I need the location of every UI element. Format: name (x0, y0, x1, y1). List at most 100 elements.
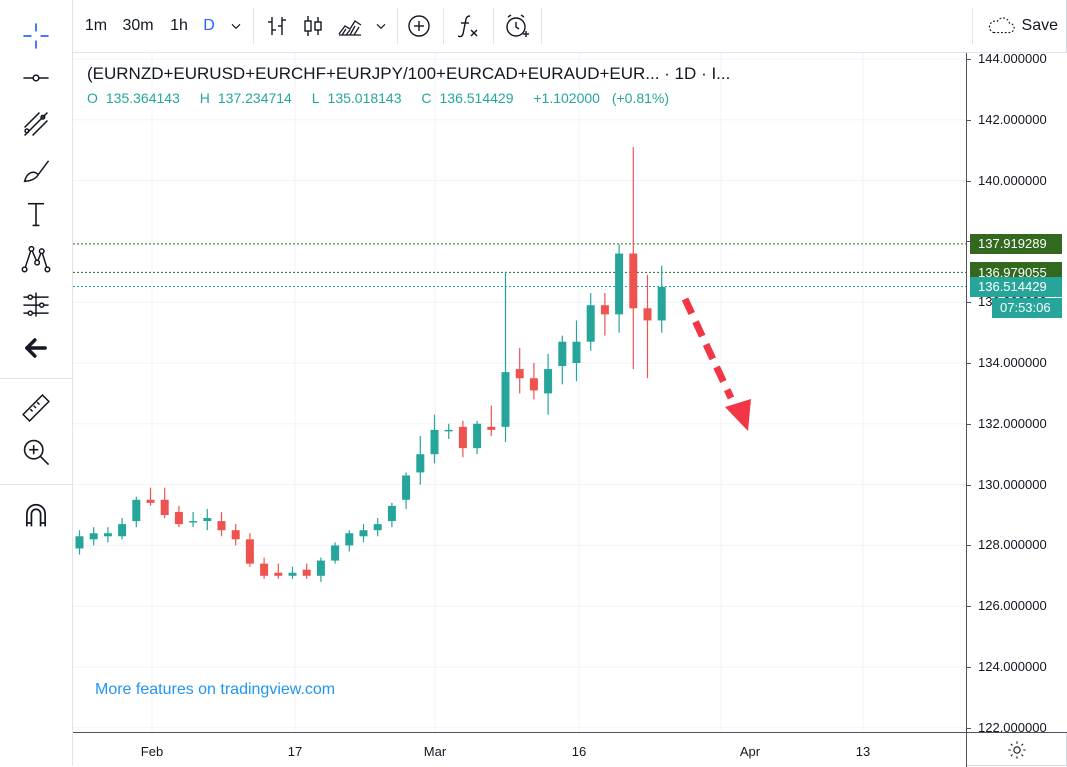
alert-button[interactable] (497, 0, 537, 52)
price-axis[interactable] (966, 53, 1067, 732)
legend-title[interactable]: (EURNZD+EURUSD+EURCHF+EURJPY/100+EURCAD+… (87, 64, 731, 83)
price-tick-mark (966, 119, 971, 121)
toolbar-divider (0, 484, 72, 485)
time-tick-label: Feb (140, 744, 164, 759)
price-tick-label: 132.000000 (978, 415, 1047, 431)
bars-icon (268, 17, 286, 35)
magnet-tool[interactable] (16, 497, 56, 533)
bar-chart-type-button[interactable] (259, 0, 295, 52)
zoom-in-tool[interactable] (16, 434, 56, 470)
chart-type-dropdown-button[interactable] (369, 0, 393, 52)
candle-body (118, 524, 127, 537)
hide-toolbar-button[interactable] (16, 330, 56, 366)
price-tick-mark (966, 59, 971, 60)
function-icon (457, 15, 478, 38)
area-chart-type-button[interactable] (331, 0, 369, 52)
interval-1m-button[interactable]: 1m (84, 17, 108, 34)
prediction-tool[interactable] (16, 286, 56, 322)
time-axis[interactable] (73, 732, 966, 767)
arrow-left-icon (25, 338, 47, 358)
candlestick-chart (73, 53, 966, 732)
candles-chart-type-button[interactable] (295, 0, 331, 52)
candle-body (416, 454, 425, 473)
candle-body (345, 533, 354, 546)
symbol-name: (EURNZD+EURUSD+EURCHF+EURJPY/100+EURCAD+… (87, 64, 660, 83)
candle-body (103, 533, 112, 537)
price-tick-label: 128.000000 (978, 537, 1047, 553)
brush-tool[interactable] (16, 152, 56, 188)
candle-body (515, 369, 524, 379)
interval-d-button[interactable]: D (203, 17, 215, 34)
candle-body (586, 305, 595, 342)
time-tick-label: Apr (739, 744, 761, 759)
price-tick-label: 142.000000 (978, 111, 1047, 127)
candle-body (331, 545, 340, 561)
toolbar-divider (972, 8, 973, 44)
chart-pane[interactable] (73, 53, 966, 732)
time-tick-label: 17 (287, 744, 303, 759)
pitchfork-tool[interactable] (16, 106, 56, 142)
magnet-icon (26, 503, 46, 527)
price-tick-label: 140.000000 (978, 172, 1047, 188)
forecast-arrowhead (725, 399, 751, 431)
price-tick-label: 124.000000 (978, 659, 1047, 674)
brush-icon (23, 160, 50, 183)
price-tick-mark (966, 423, 971, 425)
interval-30m-button[interactable]: 30m (122, 17, 154, 34)
candle-body (501, 372, 510, 427)
candle-body (75, 536, 84, 549)
price-tick-label: 134.000000 (978, 355, 1047, 370)
candle-body (316, 560, 325, 576)
pattern-tool[interactable] (16, 240, 56, 276)
change-value: +1.102000 (533, 90, 600, 106)
price-tick-mark (966, 727, 971, 729)
tradingview-link[interactable]: More features on tradingview.com (95, 681, 336, 698)
toolbar-divider (397, 8, 398, 44)
text-tool[interactable] (16, 196, 56, 232)
high-value: H 137.234714 (199, 90, 292, 106)
price-tick-mark (966, 545, 971, 547)
candle-body (558, 341, 567, 367)
candle-body (600, 305, 609, 315)
text-icon (28, 202, 44, 227)
crosshair-tool[interactable] (16, 18, 56, 54)
candle-body (643, 308, 652, 321)
trend-line-tool[interactable] (16, 60, 56, 96)
series-legend: (EURNZD+EURUSD+EURCHF+EURJPY/100+EURCAD+… (87, 64, 730, 106)
low-value: L 135.018143 (311, 90, 402, 106)
change-percent: (+0.81%) (611, 90, 670, 106)
price-tag-label: 137.919289 (970, 233, 1062, 254)
drawing-toolbar (0, 0, 73, 766)
measure-tool[interactable] (16, 390, 56, 426)
interval-1h-button[interactable]: 1h (170, 17, 188, 34)
price-tag-label: 136.514429 (970, 276, 1062, 297)
candle-body (260, 563, 269, 576)
price-tick-label: 130.000000 (978, 476, 1047, 492)
horizontal-line-icon (23, 74, 49, 82)
candle-body (473, 423, 482, 449)
candle-body (217, 521, 226, 531)
candle-body (430, 429, 439, 455)
candle-body (373, 524, 382, 531)
crosshair-icon (23, 23, 49, 49)
save-button[interactable]: Save (986, 0, 1058, 52)
pattern-icon (21, 245, 51, 273)
price-tick-mark (966, 484, 971, 486)
compare-button[interactable] (401, 0, 437, 52)
save-label: Save (1021, 17, 1058, 34)
chart-settings-button[interactable] (966, 732, 1067, 767)
candle-body (572, 341, 581, 363)
time-tick-label: Mar (423, 744, 447, 759)
price-tick-mark (966, 363, 971, 364)
alarm-clock-icon (506, 14, 529, 37)
legend-interval: 1D (674, 64, 697, 83)
candle-body (387, 505, 396, 522)
add-circle-icon (408, 15, 430, 37)
indicators-button[interactable] (447, 0, 489, 52)
interval-dropdown-button[interactable] (223, 0, 249, 52)
forecast-arrow-shaft (681, 297, 735, 400)
close-value: C 136.514429 (421, 90, 514, 106)
price-tick-label: 144.000000 (978, 51, 1047, 66)
toolbar-divider (253, 8, 254, 44)
candle-body (544, 369, 553, 394)
